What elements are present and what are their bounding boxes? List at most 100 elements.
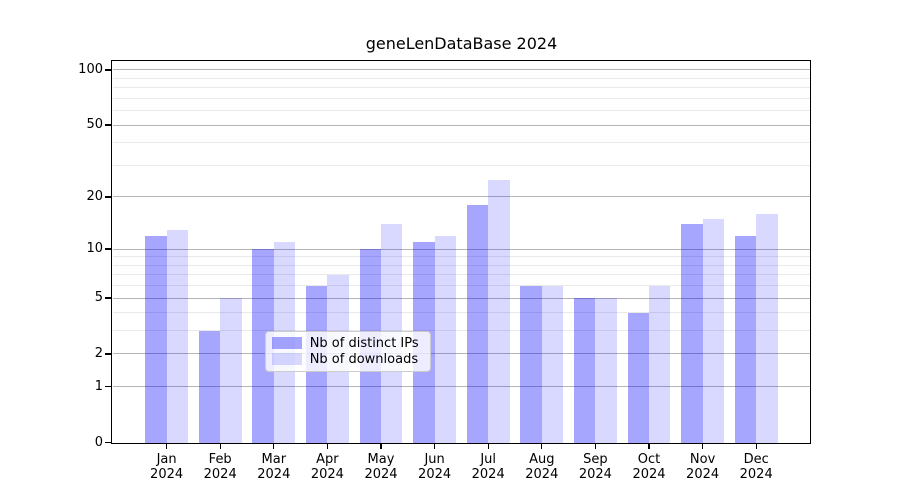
gridline-minor (113, 264, 810, 266)
x-tick-label: Apr 2024 (287, 452, 367, 483)
gridline-minor (113, 274, 810, 276)
gridline-major (113, 386, 810, 388)
gridline-minor (113, 256, 810, 258)
x-tick-label-month: Nov (689, 451, 716, 467)
bar-distinct-ips (627, 312, 649, 443)
gridline-minor (113, 142, 810, 144)
x-tick (541, 444, 543, 450)
bar-downloads (220, 298, 242, 443)
gridline-minor (113, 97, 810, 99)
y-tick (105, 124, 112, 126)
gridline-major (113, 297, 810, 299)
x-tick-label: Nov 2024 (663, 452, 743, 483)
x-tick-label: Mar 2024 (234, 452, 314, 483)
legend-label: Nb of downloads (309, 351, 419, 367)
x-tick (487, 444, 489, 450)
x-tick-label-month: Feb (208, 451, 232, 467)
bar-distinct-ips (198, 330, 221, 443)
legend-item-distinct-ips: Nb of distinct IPs (271, 335, 424, 351)
x-tick-label: May 2024 (341, 452, 421, 483)
x-tick-label-year: 2024 (739, 467, 773, 483)
x-tick-label-year: 2024 (257, 467, 291, 483)
y-tick (105, 297, 112, 299)
x-tick-label-month: May (367, 451, 395, 467)
bar-distinct-ips (252, 249, 274, 443)
gridline-minor (113, 312, 810, 314)
x-tick-label-year: 2024 (310, 467, 344, 483)
x-tick-label-month: Jul (480, 451, 497, 467)
legend: Nb of distinct IPs Nb of downloads (264, 330, 431, 372)
bar-distinct-ips (681, 224, 703, 443)
bar-downloads (702, 218, 724, 443)
bar-distinct-ips (466, 204, 489, 443)
x-tick-label-month: Jun (424, 451, 445, 467)
bar-distinct-ips (734, 235, 757, 443)
bar-downloads (756, 213, 778, 443)
legend-label: Nb of distinct IPs (309, 335, 419, 351)
x-tick-label-month: Mar (261, 451, 287, 467)
bar-downloads (595, 298, 617, 443)
x-tick-label-year: 2024 (578, 467, 612, 483)
y-tick (105, 248, 112, 250)
x-tick-label: Jan 2024 (127, 452, 207, 483)
y-tick (105, 353, 112, 355)
x-tick (648, 444, 650, 450)
gridline-minor (113, 77, 810, 79)
x-tick-label-year: 2024 (203, 467, 237, 483)
y-tick-label: 1 (94, 378, 103, 394)
x-tick (755, 444, 757, 450)
gridline-minor (113, 110, 810, 112)
x-tick-label-year: 2024 (525, 467, 559, 483)
bar-distinct-ips (574, 298, 596, 443)
y-tick-label: 100 (78, 61, 103, 77)
chart-title: geneLenDataBase 2024 (365, 34, 558, 53)
bar-distinct-ips (520, 285, 542, 443)
bar-downloads (488, 179, 510, 443)
gridline-major (113, 69, 810, 71)
x-tick (219, 444, 221, 450)
x-tick-label-month: Aug (529, 451, 555, 467)
y-tick-label: 2 (94, 345, 103, 361)
bar-downloads (166, 229, 188, 443)
gridline-minor (113, 330, 810, 332)
x-tick (380, 444, 382, 450)
gridline-major (113, 196, 810, 198)
x-tick-label: Jul 2024 (448, 452, 528, 483)
y-tick-label: 10 (86, 241, 103, 257)
gridline-major (113, 248, 810, 250)
x-tick-label-month: Sep (583, 451, 608, 467)
x-tick-label-year: 2024 (150, 467, 184, 483)
x-tick-label: Dec 2024 (716, 452, 796, 483)
gridline-major (113, 353, 810, 355)
x-tick-label-month: Dec (743, 451, 769, 467)
bar-distinct-ips (145, 235, 167, 443)
x-tick-label: Sep 2024 (555, 452, 635, 483)
y-tick (105, 386, 112, 388)
x-tick-label-year: 2024 (632, 467, 666, 483)
bar-downloads (649, 285, 671, 443)
x-tick-label-month: Apr (316, 451, 339, 467)
y-tick (105, 442, 112, 444)
x-tick (433, 444, 436, 450)
y-tick-label: 5 (94, 290, 103, 305)
y-tick-label: 0 (94, 434, 103, 450)
x-tick-label-year: 2024 (471, 467, 505, 483)
plot-area: 0 1 2 5 10 20 50 100 Jan 2024 Feb 2024 Mar 2024 Apr 202… (78, 62, 810, 482)
legend-swatch-downloads (271, 353, 302, 365)
x-tick (701, 444, 704, 450)
x-tick (326, 444, 329, 450)
x-tick-label: Feb 2024 (180, 452, 260, 483)
x-tick-label-year: 2024 (418, 467, 452, 483)
x-tick-label: Oct 2024 (609, 452, 689, 483)
gridline-minor (113, 285, 810, 287)
y-tick (105, 69, 112, 71)
y-tick-label: 20 (86, 188, 103, 204)
x-tick-label: Aug 2024 (502, 452, 582, 483)
x-tick (594, 444, 597, 450)
bar-downloads (434, 235, 456, 443)
x-tick (273, 444, 275, 450)
x-tick-label-year: 2024 (364, 467, 398, 483)
y-tick-label: 50 (86, 117, 103, 133)
legend-item-downloads: Nb of downloads (271, 351, 424, 367)
